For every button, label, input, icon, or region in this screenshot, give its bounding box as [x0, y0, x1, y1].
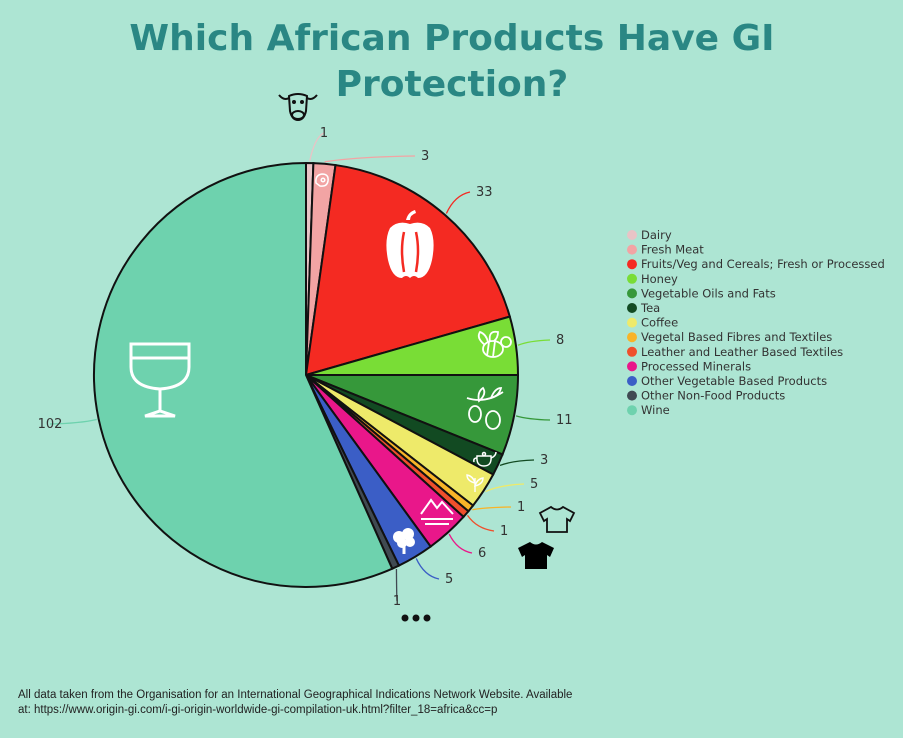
tree-icon	[393, 528, 415, 554]
data-label-other-vegetable-based-products: 5	[445, 572, 453, 587]
data-label-vegetal-based-fibres-and-textiles: 1	[517, 500, 525, 515]
olive-branch-icon	[466, 386, 504, 430]
bee-icon	[477, 330, 512, 358]
data-label-vegetable-oils-and-fats: 11	[556, 413, 573, 428]
legend-swatch-tea	[627, 303, 637, 313]
data-label-fresh-meat: 3	[421, 149, 429, 164]
legend-swatch-fresh-meat	[627, 244, 637, 255]
legend-label-tea: Tea	[640, 301, 660, 315]
legend-label-vegetal-based-fibres-and-textiles: Vegetal Based Fibres and Textiles	[641, 330, 832, 344]
legend-swatch-vegetable-oils-and-fats	[627, 288, 637, 299]
data-label-wine: 102	[38, 417, 63, 432]
data-label-leather-and-leather-based-textiles: 1	[500, 524, 508, 539]
ellipsis-icon	[401, 614, 431, 622]
legend-swatch-dairy	[627, 230, 637, 240]
legend-label-wine: Wine	[641, 403, 670, 417]
shirt-filled-icon	[518, 542, 554, 569]
coffee-plant-icon	[466, 474, 484, 492]
legend-label-coffee: Coffee	[641, 316, 678, 330]
legend-swatch-honey	[627, 273, 637, 284]
data-label-fruits-veg-and-cereals-fresh-or-processed: 33	[476, 185, 493, 200]
leader-line-honey	[517, 339, 551, 346]
wine-glass-icon	[129, 342, 191, 418]
leader-line-coffee	[485, 483, 525, 493]
legend-swatch-fruits-veg-and-cereals-fresh-or-processed	[627, 259, 637, 270]
teapot-icon	[473, 451, 497, 467]
legend-swatch-processed-minerals	[627, 361, 637, 372]
pie-slice-wine	[93, 161, 394, 588]
legend-swatch-wine	[627, 405, 637, 416]
leader-line-processed-minerals	[448, 533, 473, 554]
shirt-outline-icon	[538, 505, 576, 533]
legend-swatch-other-non-food-products	[627, 390, 637, 401]
legend-label-fresh-meat: Fresh Meat	[641, 243, 704, 257]
cow-icon	[278, 93, 318, 122]
leader-line-fresh-meat	[324, 155, 416, 163]
leader-line-fruits-veg-and-cereals-fresh-or-processed	[445, 191, 471, 214]
data-label-processed-minerals: 6	[478, 546, 486, 561]
leader-line-tea	[499, 459, 535, 467]
mountain-icon	[420, 498, 454, 525]
data-label-coffee: 5	[530, 477, 538, 492]
data-label-honey: 8	[556, 333, 564, 348]
legend-label-processed-minerals: Processed Minerals	[641, 359, 751, 373]
leader-line-vegetal-based-fibres-and-textiles	[472, 506, 512, 511]
legend-swatch-leather-and-leather-based-textiles	[627, 346, 637, 357]
chart-title-line-1: Which African Products Have GI	[129, 18, 774, 59]
legend-label-other-vegetable-based-products: Other Vegetable Based Products	[641, 374, 827, 388]
leader-line-leather-and-leather-based-textiles	[466, 515, 495, 532]
label-leader-lines	[49, 132, 551, 602]
legend-swatch-other-vegetable-based-products	[627, 376, 637, 386]
legend-label-dairy: Dairy	[641, 228, 672, 242]
category-icons	[129, 93, 576, 622]
legend-swatch-coffee	[627, 317, 637, 328]
legend-label-leather-and-leather-based-textiles: Leather and Leather Based Textiles	[641, 345, 843, 359]
leader-line-dairy	[309, 132, 325, 162]
data-label-dairy: 1	[320, 126, 328, 141]
data-label-other-non-food-products: 1	[393, 594, 401, 609]
chart-title-line-2: Protection?	[336, 64, 569, 105]
meat-icon	[315, 173, 329, 187]
leader-line-other-vegetable-based-products	[415, 558, 440, 580]
legend-label-fruits-veg-and-cereals-fresh-or-processed: Fruits/Veg and Cereals; Fresh or Process…	[641, 257, 885, 271]
bell-pepper-icon	[386, 210, 434, 278]
leader-line-other-non-food-products	[395, 568, 398, 602]
leader-line-wine	[49, 418, 97, 425]
pie-slices	[93, 161, 520, 588]
legend-label-vegetable-oils-and-fats: Vegetable Oils and Fats	[641, 286, 776, 300]
source-note: All data taken from the Organisation for…	[18, 689, 573, 716]
legend-label-other-non-food-products: Other Non-Food Products	[641, 389, 785, 403]
legend-label-honey: Honey	[641, 272, 678, 286]
leader-line-vegetable-oils-and-fats	[515, 415, 551, 421]
legend-swatch-vegetal-based-fibres-and-textiles	[627, 332, 637, 343]
data-label-tea: 3	[540, 453, 548, 468]
